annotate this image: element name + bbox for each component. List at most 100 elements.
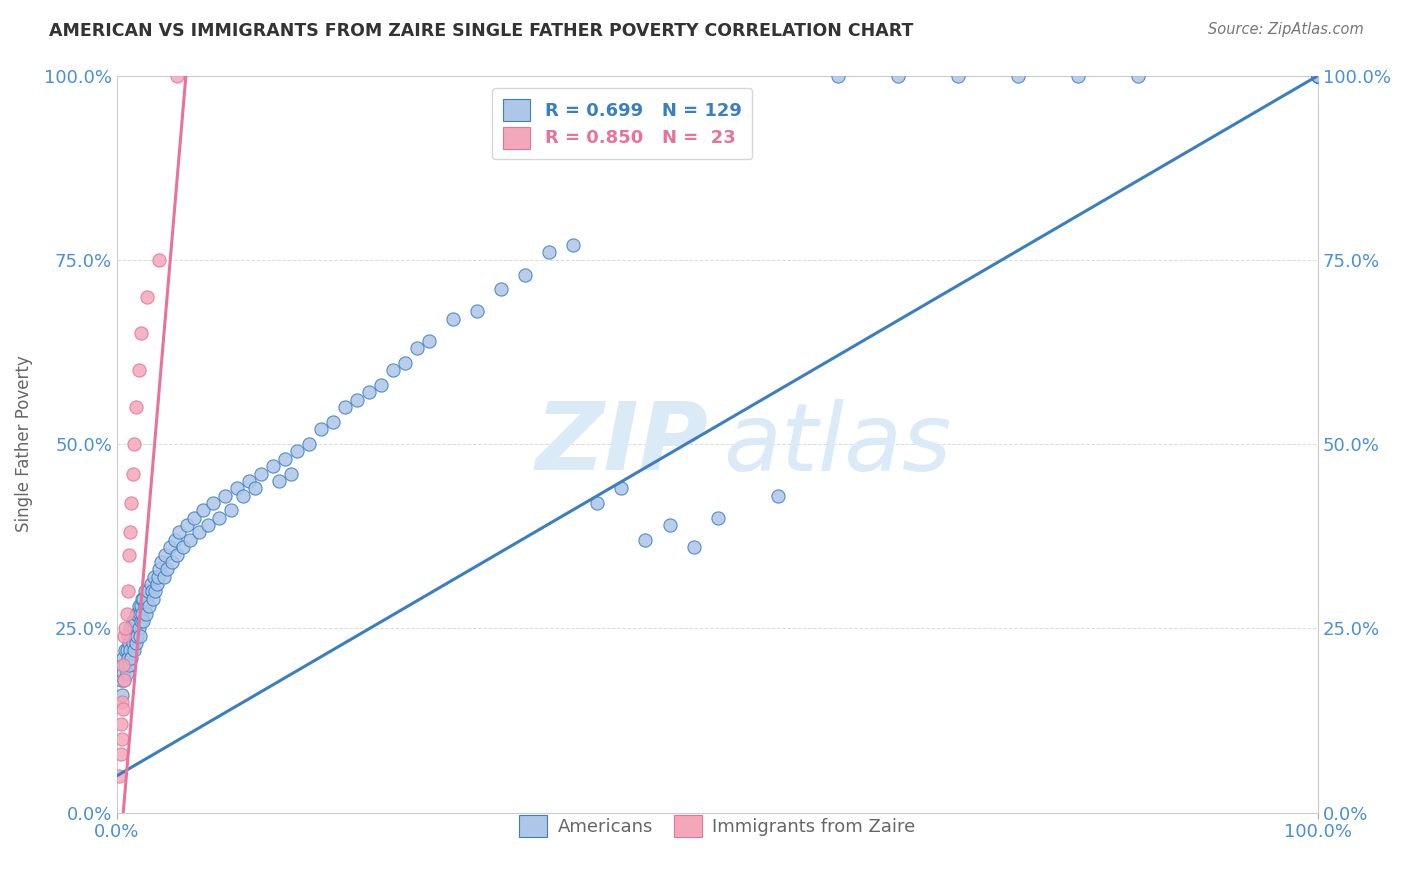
Point [309,422,332,436]
Point [110,673,132,687]
Point [250,467,273,481]
Point [136,290,159,304]
Point [1308,69,1330,83]
Point [120,629,142,643]
Point [110,747,132,761]
Point [1308,69,1330,83]
Point [219,503,242,517]
Point [111,695,134,709]
Point [586,496,609,510]
Point [110,717,132,731]
Point [1308,69,1330,83]
Point [1308,69,1330,83]
Point [179,533,201,547]
Point [121,614,143,628]
Point [118,636,141,650]
Point [1308,69,1330,83]
Point [298,437,321,451]
Point [1067,69,1090,83]
Point [176,518,198,533]
Point [441,311,464,326]
Point [111,702,134,716]
Point [1308,69,1330,83]
Point [134,584,156,599]
Point [150,555,173,569]
Point [132,591,155,606]
Point [232,489,254,503]
Point [262,459,284,474]
Point [658,518,681,533]
Point [115,665,138,680]
Point [128,621,150,635]
Point [125,636,148,650]
Point [136,584,159,599]
Point [124,614,146,628]
Point [135,607,157,621]
Point [131,607,153,621]
Point [118,548,141,562]
Point [120,496,142,510]
Point [128,599,150,614]
Point [827,69,849,83]
Point [118,658,141,673]
Point [125,607,148,621]
Point [1308,69,1330,83]
Point [131,591,153,606]
Point [128,363,150,377]
Point [166,548,188,562]
Point [169,525,191,540]
Point [111,650,134,665]
Point [243,481,266,495]
Point [1308,69,1330,83]
Point [285,444,308,458]
Point [406,341,429,355]
Point [121,467,143,481]
Point [1308,69,1330,83]
Point [120,525,142,540]
Point [394,356,416,370]
Point [112,673,135,687]
Point [208,510,231,524]
Point [146,570,169,584]
Point [946,69,969,83]
Point [187,525,209,540]
Point [127,607,149,621]
Point [121,636,143,650]
Point [111,688,134,702]
Point [1308,69,1330,83]
Point [111,658,134,673]
Point [128,607,150,621]
Point [1308,69,1330,83]
Point [562,238,585,252]
Point [1126,69,1149,83]
Point [1308,69,1330,83]
Point [138,599,160,614]
Text: ZIP: ZIP [536,398,707,490]
Point [172,540,194,554]
Point [382,363,405,377]
Point [129,614,152,628]
Point [120,643,142,657]
Point [166,69,188,83]
Point [359,385,381,400]
Point [1308,69,1330,83]
Point [115,607,138,621]
Point [148,562,170,576]
Point [1007,69,1029,83]
Point [1308,69,1330,83]
Point [129,326,152,341]
Point [117,584,139,599]
Point [226,481,249,495]
Point [465,304,488,318]
Point [610,481,633,495]
Point [111,665,134,680]
Point [112,673,135,687]
Point [120,650,142,665]
Point [128,629,150,643]
Point [148,252,170,267]
Point [134,599,156,614]
Point [706,510,728,524]
Point [766,489,789,503]
Point [145,584,167,599]
Point [238,474,260,488]
